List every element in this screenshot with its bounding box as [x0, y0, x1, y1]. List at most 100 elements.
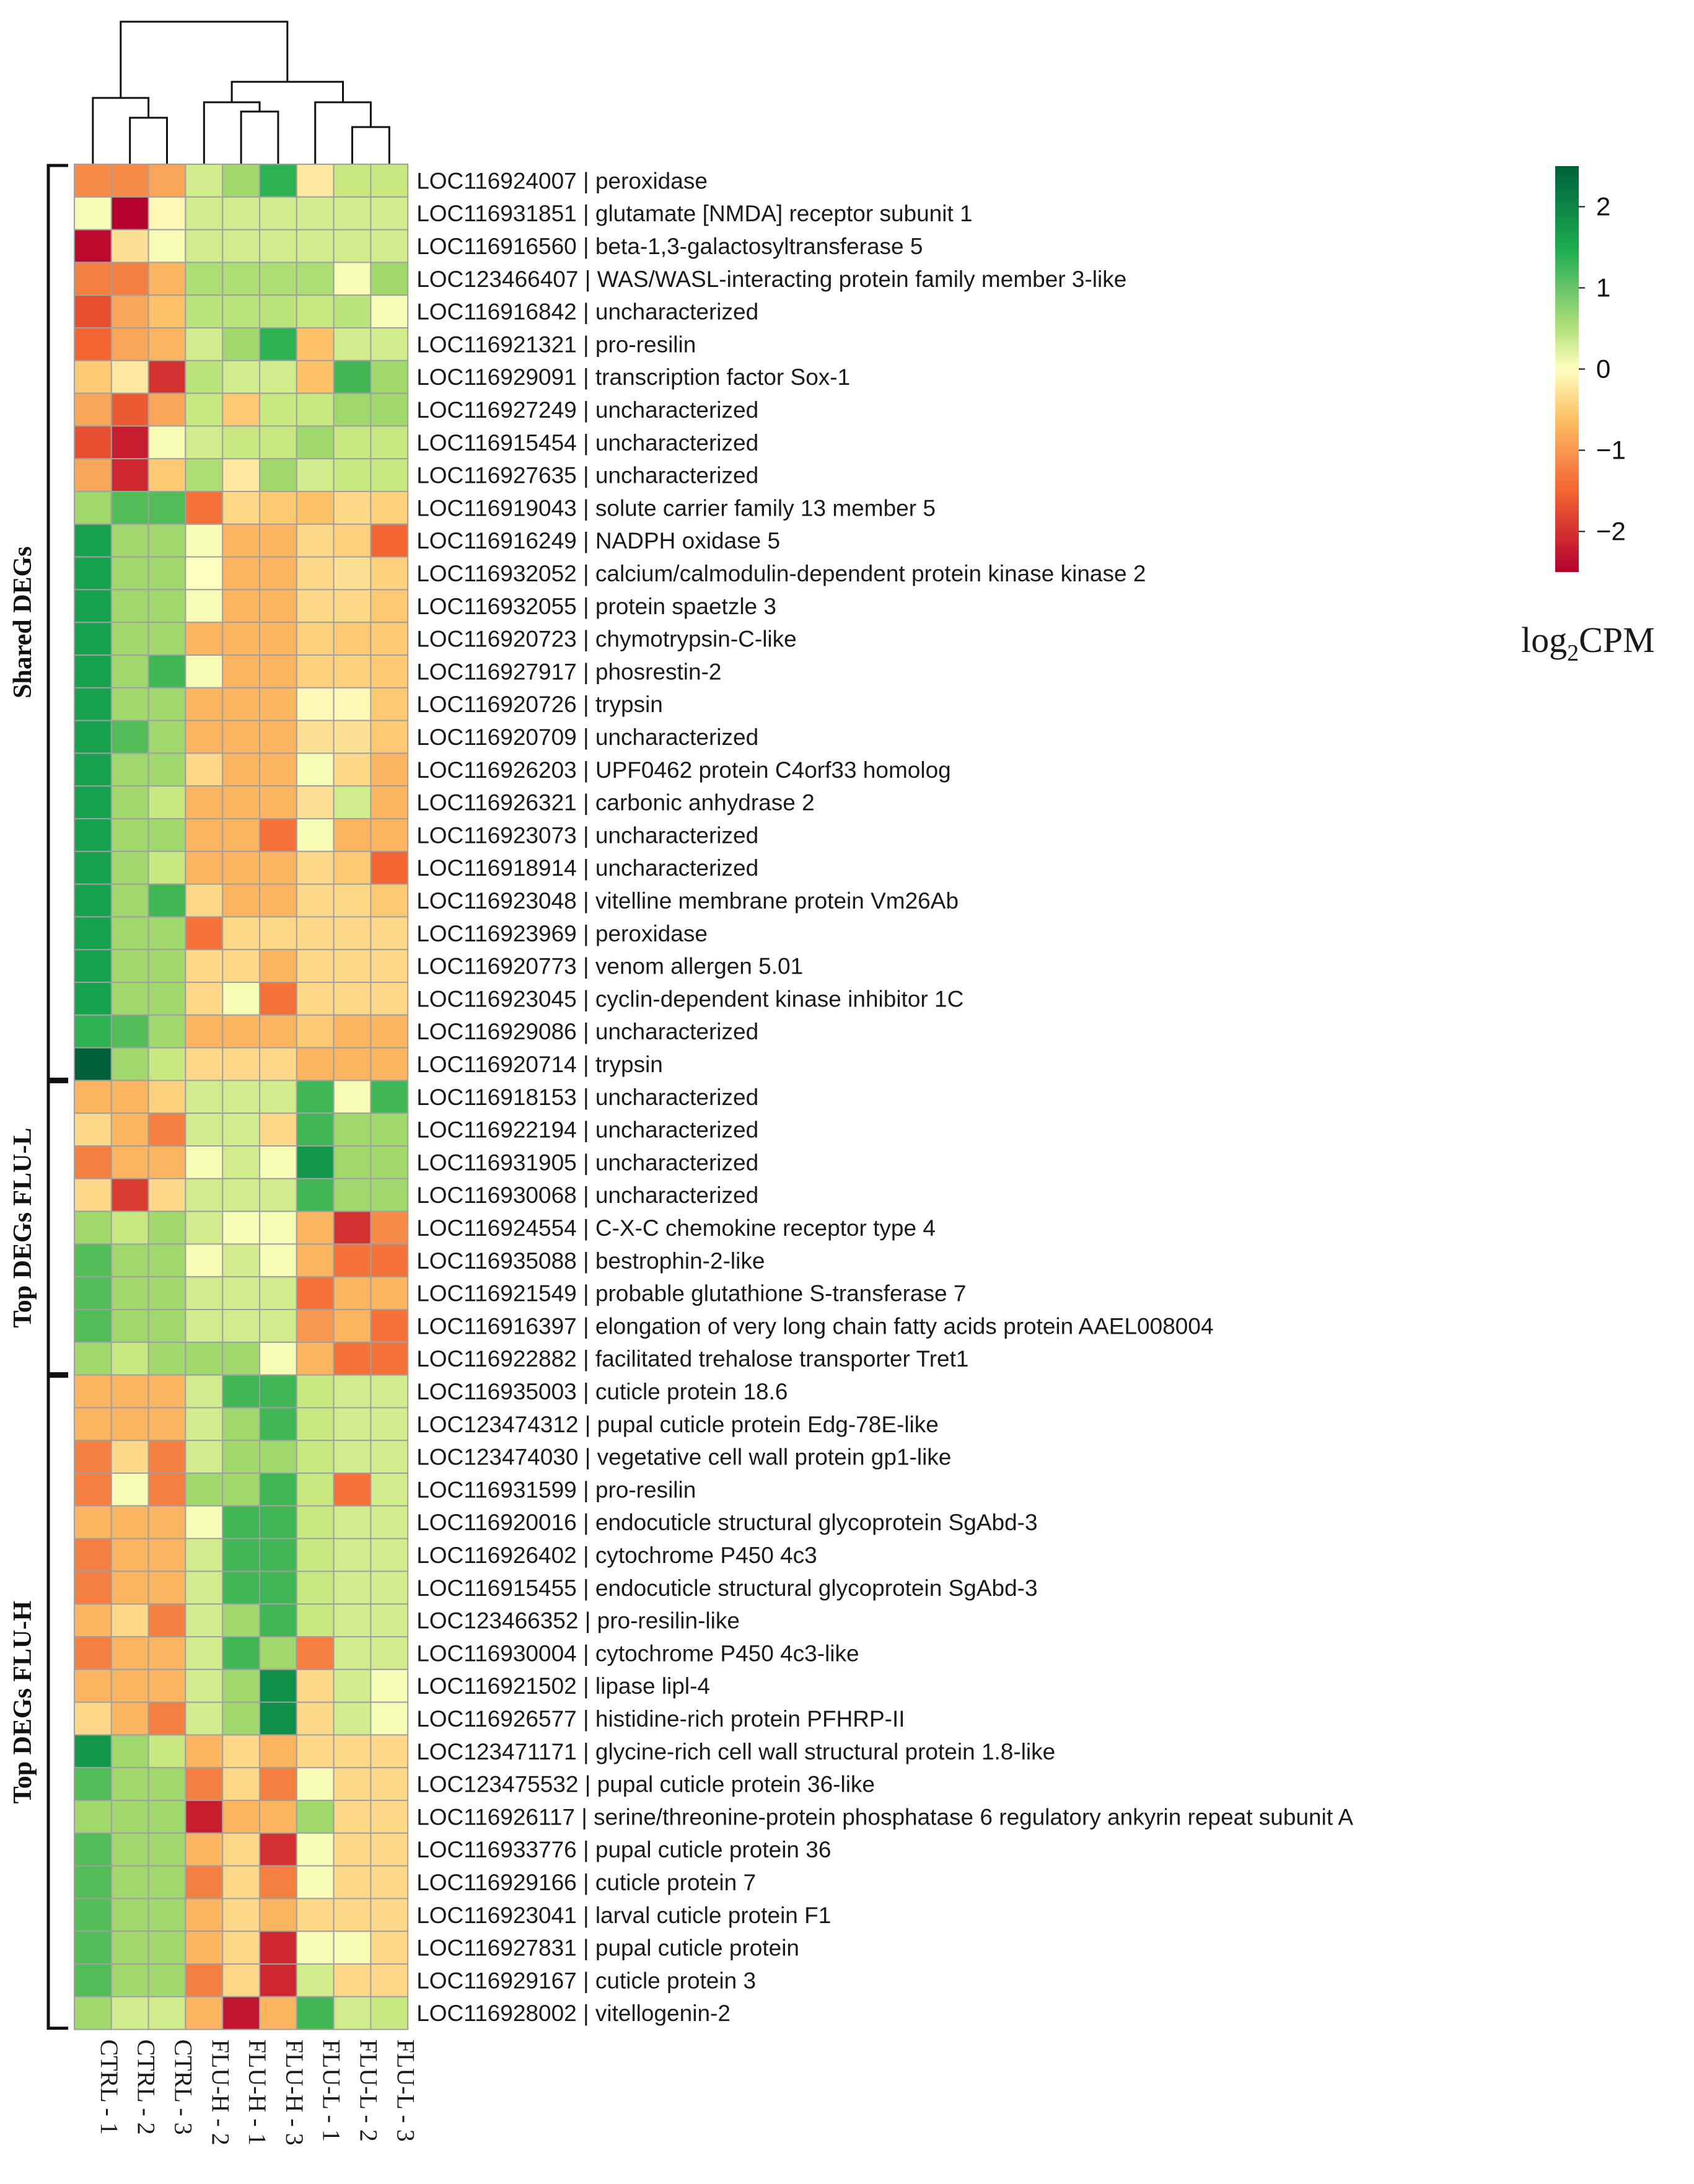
colorbar-tick-label: 0 — [1596, 354, 1610, 384]
heatmap-cell — [185, 1473, 224, 1507]
column-labels: CTRL - 1 CTRL - 2 CTRL - 3 FLU-H - 2 FLU-H -… — [95, 2040, 419, 2146]
heatmap-cell — [147, 622, 187, 656]
heatmap-cell — [110, 1014, 149, 1049]
heatmap-cell — [259, 1276, 297, 1310]
heatmap-cell — [370, 425, 409, 460]
row-label: LOC123466407 | WAS/WASL-interacting prot… — [416, 266, 1126, 292]
heatmap-cell — [370, 1701, 409, 1736]
heatmap-cell — [147, 949, 187, 983]
heatmap-cell — [222, 687, 261, 721]
heatmap-cell — [110, 1341, 149, 1376]
heatmap-cell — [333, 1374, 372, 1409]
dendrogram-branch — [92, 97, 150, 164]
heatmap-cell — [110, 1112, 149, 1147]
heatmap-cell — [370, 687, 409, 721]
heatmap-cell — [147, 1210, 187, 1245]
heatmap-cell — [222, 883, 261, 918]
heatmap-cell — [222, 1309, 261, 1343]
heatmap-cell — [259, 1047, 297, 1081]
heatmap-cell — [333, 1767, 372, 1801]
heatmap-cell — [74, 392, 112, 427]
dendrogram-branch — [230, 81, 344, 102]
heatmap-cell — [147, 589, 187, 623]
heatmap-cell — [74, 1309, 112, 1343]
heatmap-cell — [74, 687, 112, 721]
heatmap-cell — [259, 982, 297, 1016]
heatmap-cell — [74, 1636, 112, 1670]
heatmap-cell — [333, 883, 372, 918]
row-label: LOC116931905 | uncharacterized — [416, 1150, 758, 1175]
heatmap-cell — [296, 229, 335, 263]
heatmap-cell — [296, 622, 335, 656]
row-label: LOC116920773 | venom allergen 5.01 — [416, 954, 803, 979]
row-label: LOC116918153 | uncharacterized — [416, 1085, 758, 1110]
heatmap-cell — [370, 1440, 409, 1474]
heatmap-cell — [259, 818, 297, 852]
heatmap-cell — [296, 785, 335, 819]
heatmap-cell — [222, 1767, 261, 1801]
heatmap-cell — [222, 1047, 261, 1081]
heatmap-cell — [147, 1341, 187, 1376]
heatmap-cell — [370, 491, 409, 525]
column-label: FLU-H - 1 — [244, 2040, 271, 2146]
heatmap-cell — [110, 687, 149, 721]
heatmap-cell — [296, 1865, 335, 1900]
heatmap-cell — [259, 196, 297, 231]
heatmap-cell — [296, 1243, 335, 1278]
heatmap-cell — [185, 1996, 224, 2030]
heatmap-cell — [110, 982, 149, 1016]
heatmap-cell — [110, 1701, 149, 1736]
row-label: LOC116926577 | histidine-rich protein PF… — [416, 1706, 905, 1732]
row-label: LOC116923045 | cyclin-dependent kinase i… — [416, 986, 963, 1011]
heatmap-cell — [147, 1832, 187, 1867]
heatmap-cell — [185, 1701, 224, 1736]
heatmap-cell — [259, 1080, 297, 1114]
heatmap-cell — [185, 785, 224, 819]
heatmap-cell — [259, 1570, 297, 1605]
row-label: LOC116926321 | carbonic anhydrase 2 — [416, 790, 814, 816]
heatmap-cell — [147, 1178, 187, 1212]
heatmap-cell — [259, 589, 297, 623]
row-label: LOC116927249 | uncharacterized — [416, 397, 758, 423]
heatmap-cell — [185, 1243, 224, 1278]
heatmap-cell — [185, 1145, 224, 1179]
heatmap-cell — [296, 491, 335, 525]
heatmap-cell — [259, 916, 297, 951]
heatmap-cell — [147, 982, 187, 1016]
heatmap-cell — [74, 1047, 112, 1081]
heatmap-cell — [74, 294, 112, 329]
heatmap-cell — [74, 1374, 112, 1409]
heatmap-cell — [185, 1767, 224, 1801]
heatmap-cell — [110, 785, 149, 819]
heatmap-cell — [147, 654, 187, 689]
heatmap-cell — [110, 1931, 149, 1965]
heatmap-cell — [259, 1832, 297, 1867]
heatmap-cell — [370, 949, 409, 983]
heatmap-cell — [259, 1963, 297, 1997]
row-label: LOC116915455 | endocuticle structural gl… — [416, 1575, 1037, 1601]
heatmap-cell — [370, 883, 409, 918]
column-label: FLU-L - 3 — [392, 2040, 419, 2142]
heatmap-cell — [185, 262, 224, 296]
heatmap-cell — [110, 1374, 149, 1409]
heatmap-cell — [333, 1668, 372, 1703]
heatmap-cell — [147, 1800, 187, 1834]
heatmap-cell — [333, 359, 372, 394]
heatmap-cell — [222, 1865, 261, 1900]
row-label: LOC116930068 | uncharacterized — [416, 1182, 758, 1208]
heatmap-cell — [370, 1636, 409, 1670]
heatmap-cell — [147, 1473, 187, 1507]
group-label: Top DEGs FLU-L — [9, 1128, 37, 1328]
row-label: LOC116935088 | bestrophin-2-like — [416, 1248, 765, 1274]
heatmap-cell — [185, 359, 224, 394]
dendrogram-branch — [120, 20, 289, 98]
heatmap-cell — [259, 294, 297, 329]
heatmap-cell — [259, 491, 297, 525]
heatmap-cell — [185, 1603, 224, 1637]
heatmap-cell — [185, 196, 224, 231]
heatmap-cell — [259, 687, 297, 721]
heatmap-cell — [147, 1440, 187, 1474]
heatmap-cell — [370, 1668, 409, 1703]
heatmap-cell — [296, 687, 335, 721]
heatmap-cell — [185, 327, 224, 361]
